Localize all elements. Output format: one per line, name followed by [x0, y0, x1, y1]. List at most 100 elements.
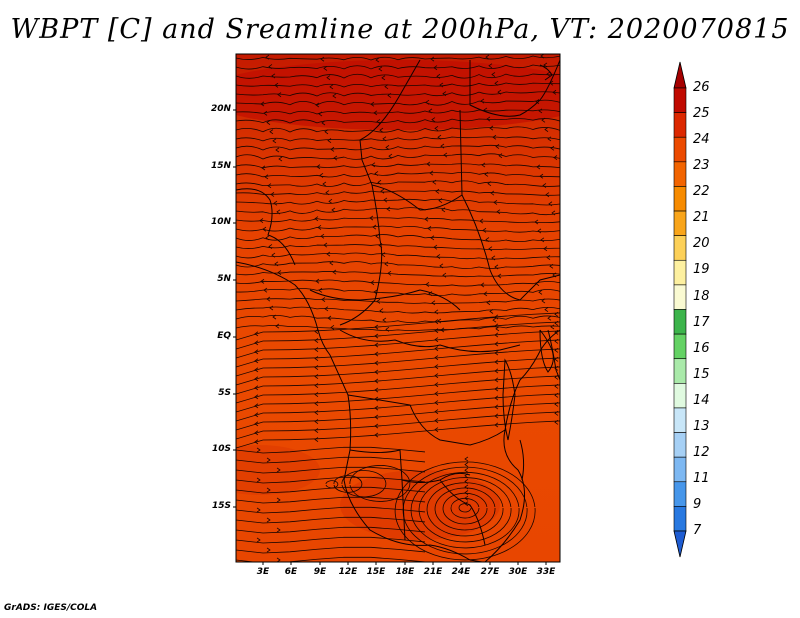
- streamline-arrow: [272, 138, 277, 144]
- streamline-arrow: [323, 242, 328, 248]
- streamline-arrow: [264, 174, 269, 180]
- streamline-arrow: [266, 487, 271, 493]
- streamline-arrow: [494, 377, 499, 383]
- streamline: [236, 288, 560, 297]
- streamline-arrow: [254, 340, 259, 346]
- streamline-arrow: [326, 251, 331, 257]
- streamline: [236, 516, 426, 524]
- streamline-arrow: [542, 183, 547, 188]
- streamline-arrow: [540, 54, 545, 59]
- streamline-arrow: [540, 237, 545, 243]
- streamline: [236, 298, 560, 305]
- streamline-arrow: [327, 138, 332, 144]
- streamline-arrow: [256, 447, 261, 453]
- coastline-and-borders: [236, 59, 560, 562]
- streamline: [236, 99, 560, 106]
- streamline-arrow: [494, 332, 499, 338]
- streamline-arrow: [441, 207, 446, 213]
- streamline-arrow: [546, 255, 551, 260]
- streamline: [394, 461, 536, 561]
- streamline-arrow: [266, 457, 271, 463]
- streamline-arrow: [254, 430, 259, 436]
- lower-temperature-patch: [340, 470, 500, 540]
- colorbar-label: 16: [693, 341, 710, 356]
- streamline-arrow: [487, 181, 492, 187]
- streamline-arrow: [318, 111, 323, 117]
- streamline: [236, 190, 560, 196]
- streamline-arrow: [327, 315, 332, 321]
- streamline-arrow: [498, 153, 503, 159]
- streamline: [236, 312, 560, 341]
- colorbar-label: 22: [693, 184, 710, 199]
- streamline-arrow: [314, 401, 319, 406]
- streamline: [418, 477, 512, 543]
- streamline-arrow: [321, 297, 326, 302]
- streamline: [442, 492, 488, 525]
- streamline-arrow: [489, 308, 494, 314]
- streamline-arrow: [325, 190, 330, 196]
- streamline-arrow: [254, 394, 259, 400]
- streamline-arrow: [315, 278, 320, 284]
- streamline: [236, 244, 560, 251]
- streamline: [236, 375, 560, 404]
- lon-label: 21E: [423, 567, 443, 577]
- streamline-arrow: [277, 92, 282, 98]
- colorbar-swatch: [673, 87, 687, 113]
- streamline: [236, 163, 560, 169]
- streamline: [236, 526, 426, 534]
- axis-ticks: [233, 109, 547, 565]
- streamline-arrow: [254, 421, 259, 427]
- map-title: WBPT [C] and Sreamline at 200hPa, VT: 20…: [10, 14, 790, 45]
- lat-label: 15N: [210, 161, 231, 171]
- streamline: [349, 465, 411, 502]
- streamline: [236, 366, 560, 395]
- streamline-arrow: [554, 338, 559, 344]
- streamline-arrow: [371, 162, 376, 168]
- streamline-arrow: [376, 298, 381, 304]
- streamline-arrow: [496, 209, 501, 215]
- streamline-arrow: [435, 188, 440, 194]
- streamline-arrow: [549, 263, 554, 269]
- streamline: [236, 466, 426, 474]
- colorbar-swatch: [673, 358, 687, 384]
- colorbar-label: 19: [693, 262, 710, 277]
- streamline-arrow: [276, 497, 281, 503]
- streamline-arrow: [254, 376, 259, 382]
- streamline-arrow: [315, 102, 320, 108]
- lat-label: 5N: [217, 274, 231, 284]
- streamline-arrow: [271, 252, 276, 258]
- streamline-arrow: [545, 192, 550, 198]
- colorbar-bottom-arrow: [673, 530, 687, 558]
- streamline-arrow: [254, 403, 259, 409]
- streamline-arrow: [436, 73, 441, 79]
- colorbar-swatch: [673, 210, 687, 236]
- streamline-arrow: [262, 226, 267, 232]
- streamline-arrow: [488, 246, 493, 252]
- streamline-arrow: [321, 120, 326, 126]
- streamline-arrow: [443, 152, 448, 158]
- streamline-arrow: [544, 127, 549, 132]
- streamline: [236, 279, 560, 287]
- colorbar-label: 18: [693, 289, 710, 304]
- colorbar-label: 17: [693, 315, 710, 330]
- streamline-arrow: [464, 456, 469, 462]
- streamline: [236, 306, 560, 314]
- streamline-arrow: [374, 432, 379, 438]
- streamline-arrow: [387, 93, 392, 98]
- streamline: [236, 180, 560, 187]
- lat-label: 5S: [218, 388, 231, 398]
- streamline-arrow: [433, 244, 438, 250]
- streamline-arrow: [328, 198, 333, 204]
- streamline: [236, 55, 560, 61]
- lake-outline: [502, 358, 516, 441]
- streamline-arrow: [329, 260, 334, 266]
- streamline-arrow: [434, 373, 439, 379]
- colorbar-label: 15: [693, 367, 710, 382]
- streamline-arrow: [265, 54, 270, 60]
- streamline-arrow: [382, 317, 387, 323]
- streamline: [236, 496, 426, 504]
- streamline-arrow: [554, 347, 559, 353]
- streamline: [236, 217, 560, 224]
- streamline-arrow: [384, 84, 389, 90]
- streamline-arrow: [278, 156, 283, 162]
